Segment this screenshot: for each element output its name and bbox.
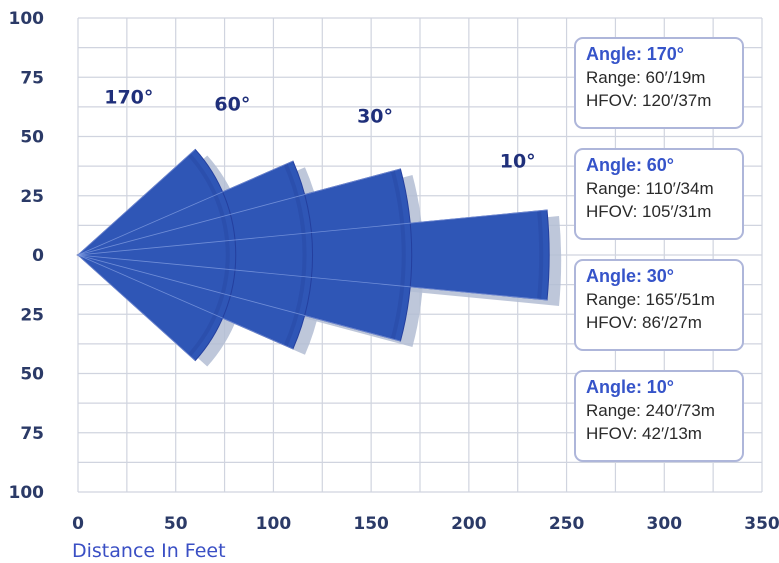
info-angle-degree: ° xyxy=(676,44,684,64)
y-tick-label: 100 xyxy=(9,483,45,503)
x-tick-label: 0 xyxy=(72,514,84,534)
angle-label: 10° xyxy=(500,150,536,172)
lobe-ray xyxy=(77,254,294,350)
y-tick-label: 25 xyxy=(20,187,44,207)
info-box-10: Angle: 10° Range: 240′/73m HFOV: 42′/13m xyxy=(574,370,744,462)
lobe-ray xyxy=(77,168,401,256)
info-angle-degree: ° xyxy=(666,155,674,175)
lobe-edge-band xyxy=(283,163,307,347)
x-tick-label: 300 xyxy=(647,514,683,534)
info-range: Range: 240′/73m xyxy=(586,401,715,420)
detection-lobes xyxy=(76,148,562,367)
info-hfov: HFOV: 86′/27m xyxy=(586,313,702,332)
info-angle-value: 170 xyxy=(646,44,677,64)
info-box-30: Angle: 30° Range: 165′/51m HFOV: 86′/27m xyxy=(574,259,744,351)
lobe-ray xyxy=(77,254,196,361)
info-range: Range: 60′/19m xyxy=(586,68,706,87)
angle-label: 30° xyxy=(357,105,393,127)
info-angle-title: Angle: xyxy=(586,377,642,397)
lobe-edge-band xyxy=(187,153,230,357)
info-angle-degree: ° xyxy=(666,266,674,286)
lobe-170 xyxy=(77,148,237,362)
x-tick-label: 200 xyxy=(451,514,487,534)
info-angle-value: 30 xyxy=(646,266,667,286)
info-box-170: Angle: 170° Range: 60′/19m HFOV: 120′/37… xyxy=(574,37,744,129)
x-tick-label: 100 xyxy=(256,514,292,534)
lobe-ray xyxy=(77,254,401,342)
y-tick-label: 25 xyxy=(20,305,44,325)
x-tick-label: 150 xyxy=(353,514,389,534)
y-tick-labels: 100 75 50 25 0 25 50 75 100 xyxy=(9,9,45,503)
x-axis-label: Distance In Feet xyxy=(72,540,226,562)
info-angle-title: Angle: xyxy=(586,44,642,64)
info-angle-value: 60 xyxy=(646,155,667,175)
angle-label: 170° xyxy=(104,86,153,108)
y-tick-label: 50 xyxy=(20,128,44,148)
info-angle-title: Angle: xyxy=(586,266,642,286)
y-tick-label: 75 xyxy=(20,68,44,88)
info-box-60: Angle: 60° Range: 110′/34m HFOV: 105′/31… xyxy=(574,148,744,240)
x-tick-labels: 0 50 100 150 200 250 300 350 xyxy=(72,514,779,534)
y-tick-label: 0 xyxy=(32,246,44,266)
angle-label: 60° xyxy=(214,93,250,115)
lobe-ray xyxy=(77,149,196,256)
info-angle-title: Angle: xyxy=(586,155,642,175)
info-hfov: HFOV: 105′/31m xyxy=(586,202,712,221)
y-tick-label: 100 xyxy=(9,9,45,29)
x-tick-label: 50 xyxy=(164,514,188,534)
angle-labels: 170° 60° 30° 10° xyxy=(104,86,535,172)
info-hfov: HFOV: 120′/37m xyxy=(586,91,712,110)
lobe-edge-band xyxy=(390,170,406,340)
info-range: Range: 165′/51m xyxy=(586,290,715,309)
y-tick-label: 50 xyxy=(20,365,44,385)
lobe-ray xyxy=(77,209,548,256)
lobe-ray xyxy=(77,160,294,256)
lobe-ray xyxy=(77,254,548,301)
lobe-edge-band xyxy=(537,210,544,300)
x-tick-label: 350 xyxy=(744,514,779,534)
y-tick-label: 75 xyxy=(20,424,44,444)
info-range: Range: 110′/34m xyxy=(586,179,714,198)
info-angle-degree: ° xyxy=(666,377,674,397)
x-tick-label: 250 xyxy=(549,514,585,534)
info-angle-value: 10 xyxy=(646,377,667,397)
info-hfov: HFOV: 42′/13m xyxy=(586,424,702,443)
